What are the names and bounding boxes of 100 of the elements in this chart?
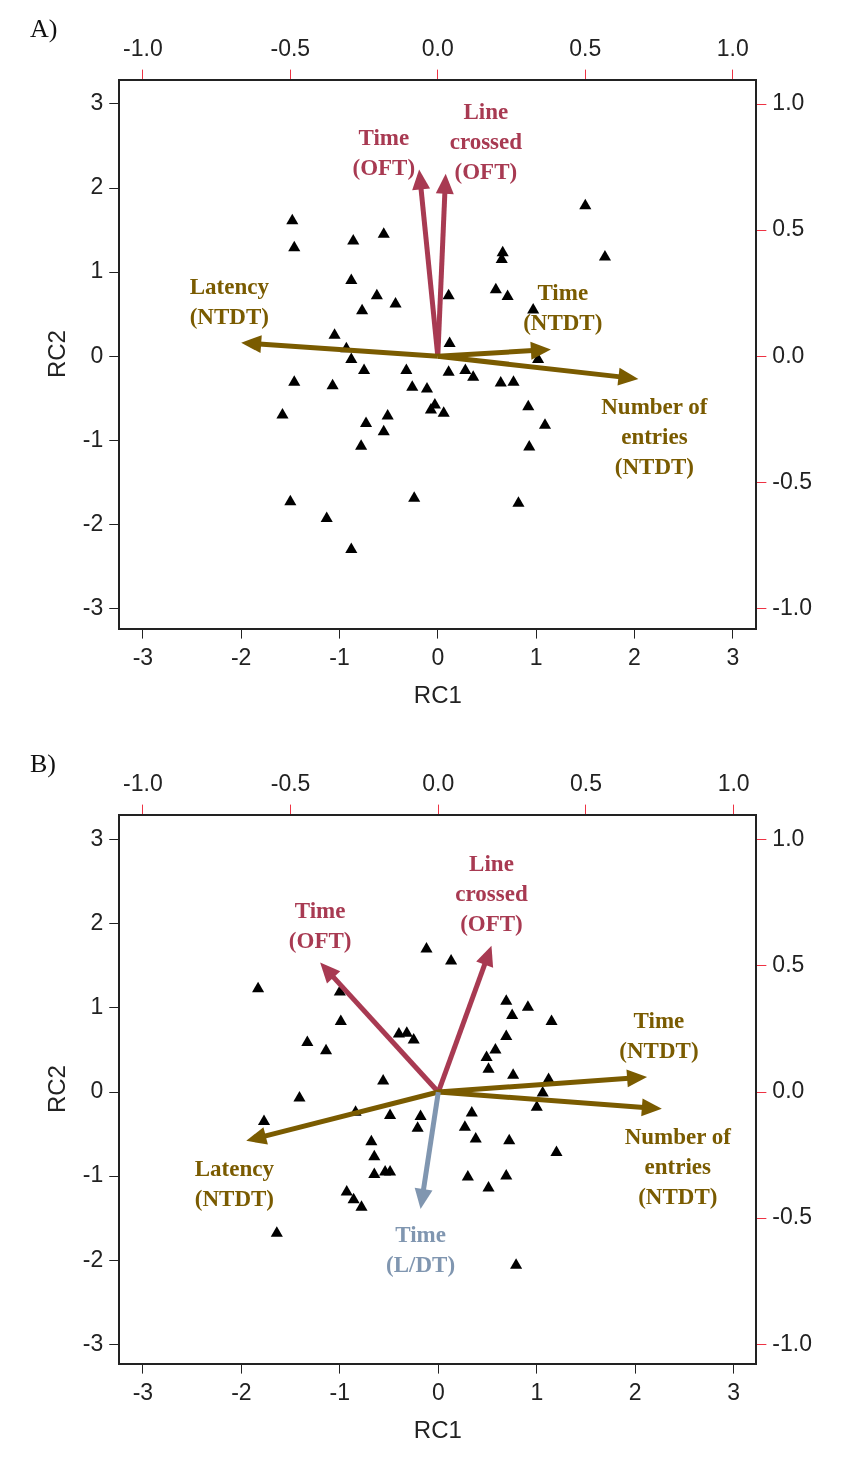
y2-tick-label: 1.0 [772, 89, 805, 116]
annotation: Time (NTDT) [619, 1007, 699, 1063]
point [356, 303, 369, 315]
point [286, 213, 299, 225]
point [340, 1185, 353, 1196]
y-tick-label: 0 [90, 341, 104, 368]
x-tick-label: 1 [529, 643, 543, 670]
point [442, 365, 455, 376]
point [538, 418, 552, 429]
point [523, 440, 536, 451]
annotation: Latency (NTDT) [194, 1155, 275, 1211]
point [458, 1120, 471, 1131]
annotation: Time (OFT) [288, 897, 352, 953]
y2-tick-label: 0.5 [772, 951, 805, 978]
point [503, 1133, 516, 1145]
y2-tick-label: 0.0 [772, 1077, 805, 1104]
point [489, 1043, 502, 1054]
point [512, 496, 525, 507]
point [437, 406, 450, 417]
x-tick-label: 1 [530, 1378, 544, 1405]
point [368, 1167, 381, 1178]
point [400, 363, 413, 374]
x2-tick-label: -1.0 [123, 35, 163, 62]
point [420, 942, 433, 953]
x2-tick-label: 0.5 [569, 35, 602, 62]
point [252, 981, 265, 993]
y-axis-title: RC2 [43, 330, 71, 379]
point [480, 1050, 493, 1062]
x-tick-label: -3 [132, 1378, 154, 1405]
point [319, 1043, 333, 1055]
point [545, 1014, 558, 1025]
y-tick-label: -2 [82, 1245, 104, 1272]
annotation: Time (L/DT) [386, 1221, 456, 1277]
x2-tick-label: 1.0 [716, 35, 749, 62]
y2-tick-label: -1.0 [772, 593, 813, 620]
point [407, 1032, 420, 1044]
point [598, 250, 612, 261]
y-tick-label: -1 [82, 425, 104, 452]
x-axis-title: RC1 [413, 681, 462, 709]
point [288, 240, 301, 252]
point [494, 376, 507, 387]
point [370, 288, 383, 300]
x-tick-label: -1 [329, 1378, 351, 1405]
point [383, 1108, 397, 1120]
point [365, 1134, 378, 1146]
point [506, 1008, 519, 1020]
point [408, 491, 421, 502]
point [424, 403, 437, 414]
point [461, 1169, 474, 1181]
point [482, 1180, 495, 1192]
point [489, 282, 502, 294]
y-tick-label: 0 [90, 1077, 104, 1104]
y-tick-label: 1 [90, 257, 104, 284]
annotation: Latency (NTDT) [189, 273, 270, 329]
x-tick-label: 0 [431, 1378, 445, 1405]
annotation: Line crossed (OFT) [449, 98, 523, 184]
point [381, 408, 394, 420]
point [301, 1035, 314, 1046]
point [414, 1109, 427, 1120]
y-tick-label: -3 [82, 1329, 104, 1356]
x-tick-label: -2 [230, 643, 252, 670]
y2-tick-label: -1.0 [772, 1329, 813, 1356]
point [445, 953, 458, 965]
point [392, 1027, 405, 1038]
annotation: Line crossed (OFT) [455, 850, 528, 936]
x-tick-label: 3 [727, 1378, 741, 1405]
x2-tick-label: 0.5 [569, 770, 602, 797]
annotation: Time (OFT) [352, 124, 416, 180]
point [326, 378, 339, 390]
y-tick-label: 2 [90, 173, 104, 200]
point [270, 1226, 283, 1237]
point [500, 1169, 513, 1180]
y-tick-label: 1 [90, 993, 104, 1020]
point [442, 288, 455, 300]
point [469, 1132, 482, 1143]
y2-tick-label: -0.5 [772, 1203, 813, 1230]
point [257, 1114, 271, 1125]
x-tick-label: -1 [329, 643, 350, 670]
point [293, 1090, 306, 1102]
point [411, 1121, 424, 1132]
y-tick-label: 3 [90, 89, 104, 116]
point [377, 1074, 390, 1085]
chart-title: B) [30, 749, 56, 779]
point [288, 375, 301, 386]
y2-tick-label: 0.0 [772, 341, 805, 368]
point [510, 1258, 523, 1269]
y-axis-title: RC2 [43, 1065, 71, 1114]
point [383, 1164, 397, 1176]
x-tick-label: -2 [231, 1378, 252, 1405]
annotation: Number of entries (NTDT) [624, 1123, 732, 1209]
x-tick-label: -3 [132, 643, 154, 670]
y2-tick-label: -0.5 [772, 467, 813, 494]
point [358, 363, 371, 374]
point [500, 1029, 513, 1041]
y-tick-label: -3 [82, 593, 104, 620]
x2-tick-label: 0.0 [421, 35, 454, 62]
x-tick-label: 2 [628, 643, 641, 670]
point [521, 1000, 534, 1011]
point [465, 1106, 478, 1117]
x2-tick-label: 0.0 [422, 770, 455, 797]
